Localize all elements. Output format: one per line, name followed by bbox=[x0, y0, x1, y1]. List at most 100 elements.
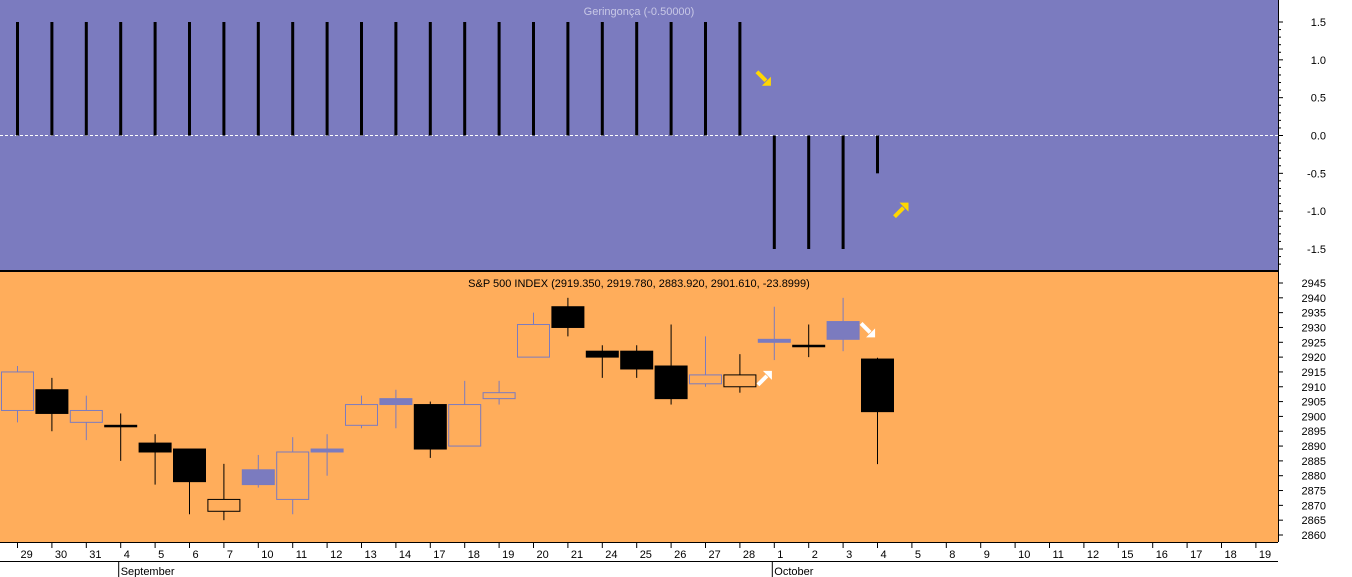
price-tick-label: 2860 bbox=[1302, 530, 1326, 542]
x-tick-label: 3 bbox=[846, 549, 852, 561]
candle-body bbox=[482, 392, 516, 400]
x-tick-label: 5 bbox=[915, 549, 921, 561]
candle bbox=[448, 380, 482, 447]
candle bbox=[826, 297, 860, 352]
candle-body bbox=[35, 389, 69, 414]
candle-body bbox=[413, 404, 447, 450]
candle-body bbox=[310, 448, 344, 453]
price-tick-label: 2915 bbox=[1302, 367, 1326, 379]
price-tick-label: 2890 bbox=[1302, 441, 1326, 453]
x-tick-label: 31 bbox=[89, 549, 101, 561]
candlesticks bbox=[1, 297, 894, 521]
price-tick-label: 2895 bbox=[1302, 426, 1326, 438]
x-tick-label: 14 bbox=[399, 549, 411, 561]
price-tick-label: 2880 bbox=[1302, 471, 1326, 483]
y-axis-area bbox=[1278, 0, 1352, 577]
candle-body bbox=[448, 404, 482, 447]
price-tick-label: 2925 bbox=[1302, 337, 1326, 349]
x-tick-label: 11 bbox=[296, 549, 307, 561]
candle bbox=[654, 324, 688, 405]
indicator-tick-label: -0.5 bbox=[1307, 168, 1326, 180]
candle bbox=[104, 413, 138, 461]
candle-body bbox=[207, 498, 241, 512]
x-tick-label: 21 bbox=[571, 549, 583, 561]
candle-body bbox=[241, 469, 275, 486]
price-tick-label: 2920 bbox=[1302, 352, 1326, 364]
x-tick-label: 9 bbox=[984, 549, 990, 561]
x-tick-label: 19 bbox=[502, 549, 514, 561]
candle-body bbox=[620, 350, 654, 370]
candle bbox=[620, 345, 654, 378]
x-tick-label: 10 bbox=[261, 549, 273, 561]
price-tick-label: 2870 bbox=[1302, 500, 1326, 512]
indicator-tick-label: 1.0 bbox=[1311, 55, 1326, 67]
x-tick-label: 24 bbox=[605, 549, 617, 561]
x-tick-label: 12 bbox=[1087, 549, 1099, 561]
x-tick-label: 25 bbox=[640, 549, 652, 561]
candle-body bbox=[585, 350, 619, 358]
price-tick-label: 2900 bbox=[1302, 411, 1326, 423]
x-tick-label: 28 bbox=[743, 549, 755, 561]
indicator-tick-label: 0.5 bbox=[1311, 93, 1326, 105]
candle bbox=[482, 380, 516, 405]
candle-body bbox=[861, 358, 894, 413]
indicator-y-ticks: 1.5 1.0 0.5 0.0 -0.5 -1.0 -1.5 bbox=[1278, 17, 1326, 265]
x-tick-label: 18 bbox=[468, 549, 480, 561]
x-tick-label: 27 bbox=[709, 549, 721, 561]
price-tick-label: 2930 bbox=[1302, 322, 1326, 334]
candle bbox=[585, 345, 619, 378]
candle bbox=[517, 312, 550, 358]
candle bbox=[276, 437, 310, 515]
x-tick-label: 17 bbox=[433, 549, 445, 561]
x-tick-label: 29 bbox=[21, 549, 33, 561]
panel-separator bbox=[0, 270, 1278, 272]
indicator-tick-label: -1.0 bbox=[1307, 206, 1326, 218]
price-tick-label: 2945 bbox=[1302, 278, 1326, 290]
price-arrows bbox=[756, 322, 876, 387]
x-tick-label: 19 bbox=[1259, 549, 1271, 561]
x-tick-label: 10 bbox=[1018, 549, 1030, 561]
candle bbox=[138, 434, 172, 485]
price-arrow-icon bbox=[756, 370, 772, 387]
x-tick-label: 7 bbox=[227, 549, 233, 561]
x-tick-label: 11 bbox=[1053, 549, 1064, 561]
candle-body bbox=[345, 404, 378, 426]
price-arrow-icon bbox=[859, 322, 876, 338]
candle bbox=[35, 377, 69, 432]
x-tick-label: 1 bbox=[777, 549, 783, 561]
x-tick-label: 13 bbox=[365, 549, 377, 561]
candle-body bbox=[654, 365, 688, 400]
price-title: S&P 500 INDEX (2919.350, 2919.780, 2883.… bbox=[468, 278, 810, 290]
candle-body bbox=[551, 306, 585, 328]
price-tick-label: 2875 bbox=[1302, 486, 1326, 498]
indicator-tick-label: 0.0 bbox=[1311, 131, 1326, 143]
candle bbox=[551, 297, 585, 337]
candle-body bbox=[792, 344, 826, 348]
x-tick-label: 17 bbox=[1190, 549, 1202, 561]
candle-body bbox=[826, 321, 860, 340]
indicator-bars bbox=[16, 22, 879, 249]
x-tick-label: 16 bbox=[1156, 549, 1168, 561]
candle bbox=[173, 448, 206, 515]
x-tick-label: 4 bbox=[124, 549, 130, 561]
x-tick-label: 6 bbox=[193, 549, 199, 561]
price-tick-label: 2910 bbox=[1302, 382, 1326, 394]
candle bbox=[792, 324, 826, 358]
price-tick-label: 2940 bbox=[1302, 293, 1326, 305]
x-tick-label: 8 bbox=[949, 549, 955, 561]
candle-body bbox=[1, 371, 34, 411]
indicator-arrow-icon bbox=[755, 70, 771, 86]
candle bbox=[723, 354, 757, 393]
candle-body bbox=[69, 409, 103, 423]
x-tick-label: 30 bbox=[55, 549, 67, 561]
indicator-arrows bbox=[755, 70, 909, 219]
candle bbox=[310, 434, 344, 476]
candle-body bbox=[689, 374, 722, 385]
candle bbox=[207, 463, 241, 521]
indicator-tick-label: 1.5 bbox=[1311, 17, 1326, 29]
candle bbox=[861, 357, 894, 465]
candle-body bbox=[138, 442, 172, 453]
candle bbox=[69, 395, 103, 441]
candle-body bbox=[173, 448, 206, 483]
